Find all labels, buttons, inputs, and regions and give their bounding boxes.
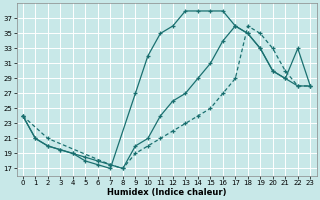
X-axis label: Humidex (Indice chaleur): Humidex (Indice chaleur)	[107, 188, 226, 197]
